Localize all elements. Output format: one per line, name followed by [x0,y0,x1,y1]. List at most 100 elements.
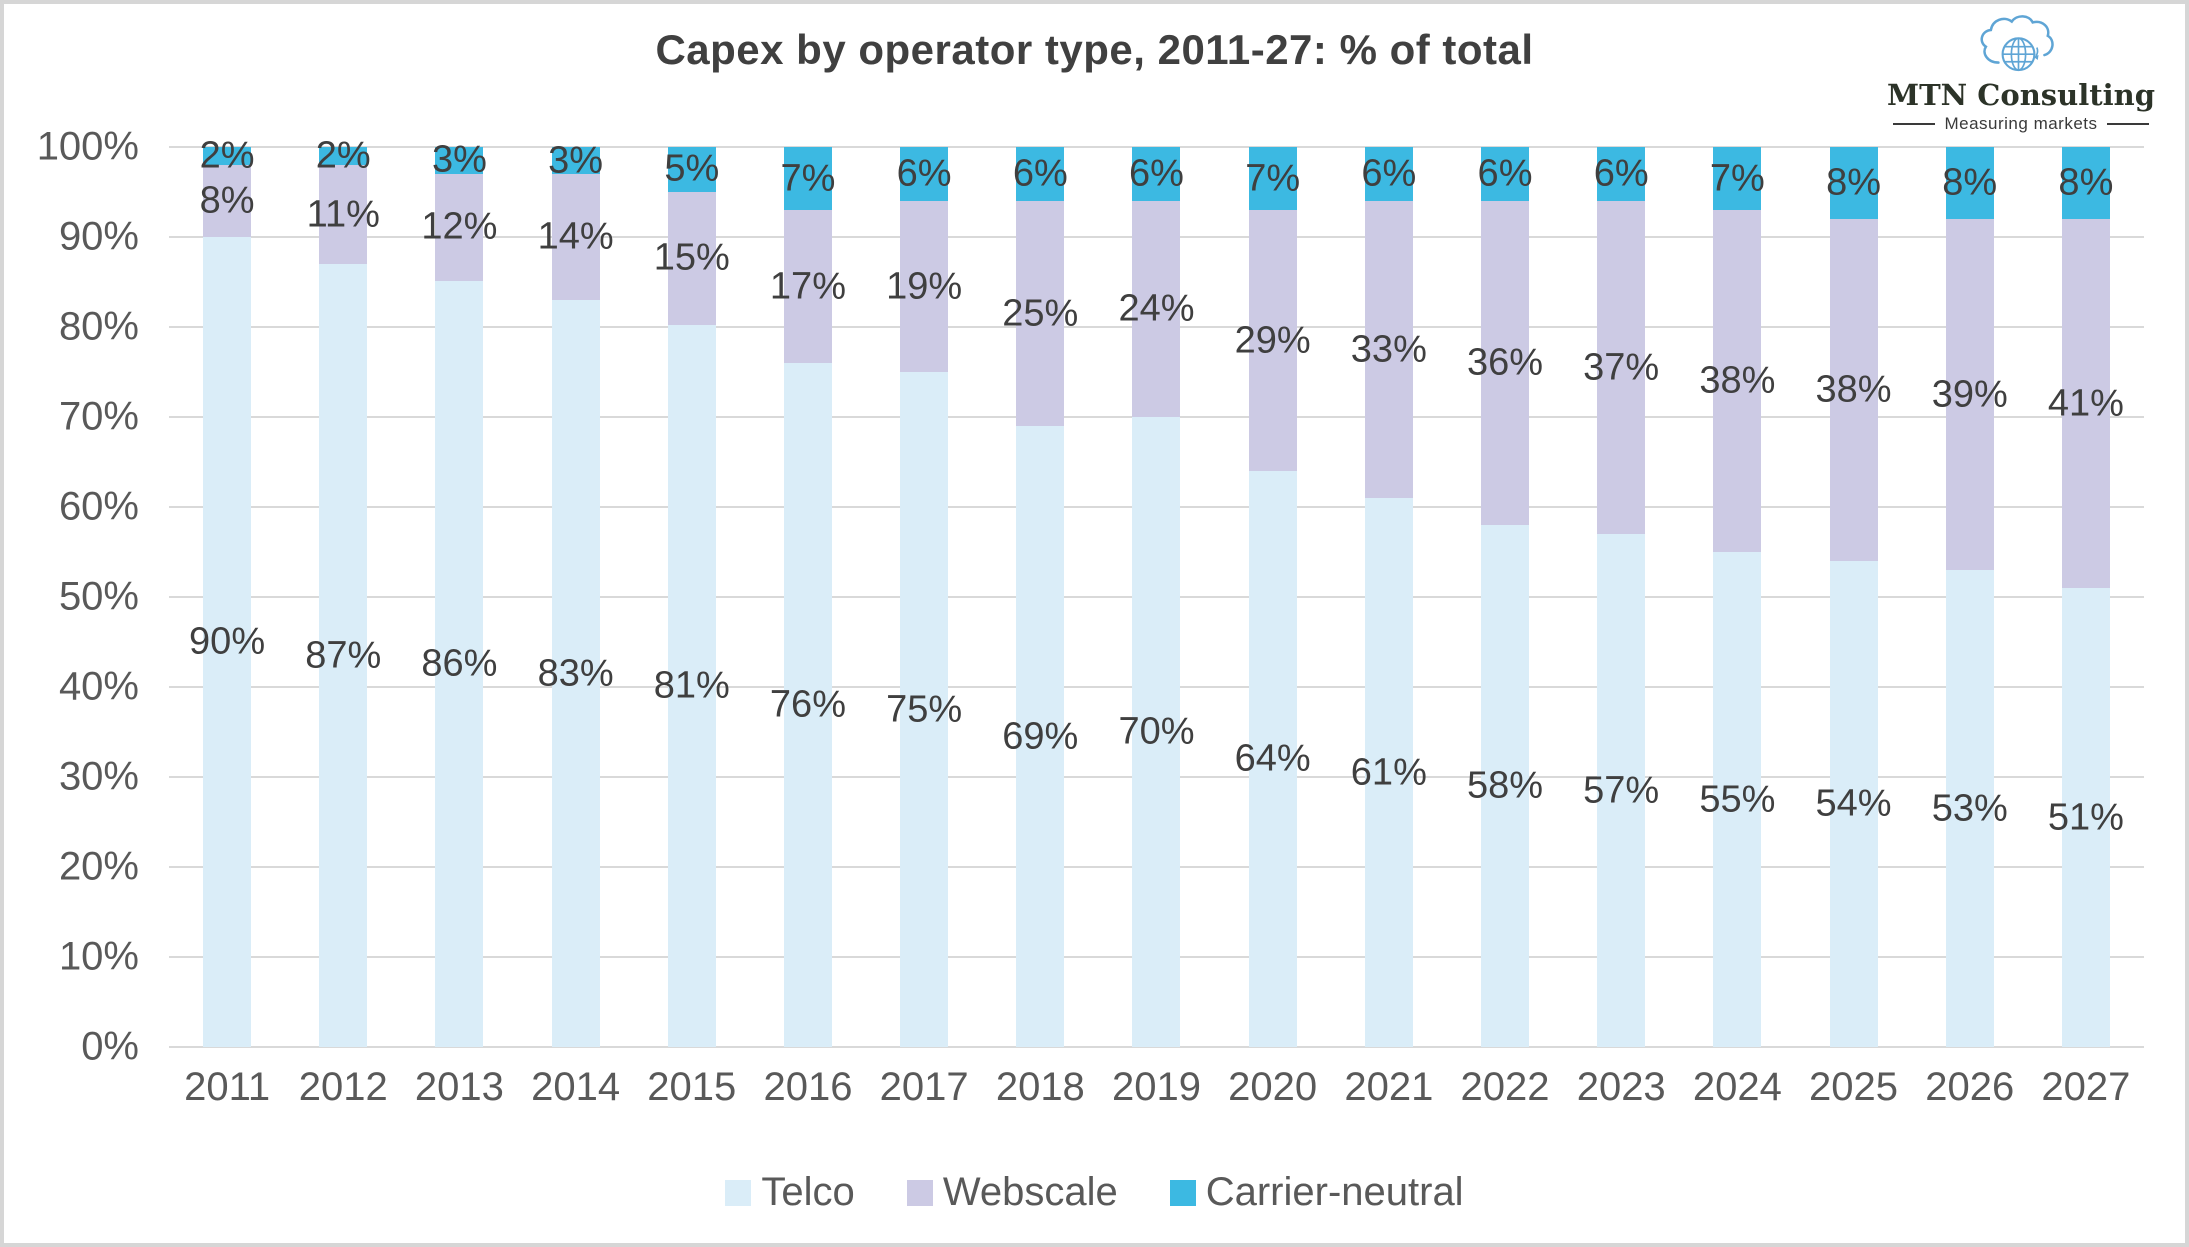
bar-segment-webscale-2017 [900,201,949,372]
y-axis-tick-100%: 100% [36,124,139,169]
bar-segment-carrier-neutral-2017 [900,147,949,201]
bar-group-2015: 81% 15% 5% 2015 [634,147,750,1109]
bar-group-2022: 58% 36% 6% 2022 [1447,147,1563,1109]
legend-label-telco: Telco [761,1170,855,1214]
bar-segment-carrier-neutral-2027 [2061,147,2110,219]
tagline-rule-right [2106,123,2149,126]
data-label-webscale-2019: 24% [1118,287,1195,330]
data-label-telco-2014: 83% [537,652,614,694]
data-label-telco-2022: 58% [1466,764,1544,807]
data-label-carrier-neutral-2023: 6% [1593,152,1649,195]
bar-segment-telco-2013 [435,280,484,1047]
x-axis-label-2015: 2015 [647,1065,737,1109]
x-axis-label-2019: 2019 [1111,1065,1201,1109]
data-label-carrier-neutral-2014: 3% [548,139,604,181]
legend-label-carrier-neutral: Carrier-neutral [1205,1170,1464,1214]
bar-segment-webscale-2020 [1248,210,1297,471]
bar-segment-webscale-2013 [435,173,484,281]
data-label-carrier-neutral-2026: 8% [1942,161,1998,204]
bar-segment-telco-2019 [1132,417,1181,1047]
bar-group-2023: 57% 37% 6% 2023 [1563,147,1679,1109]
legend-swatch-telco [725,1179,752,1206]
y-axis-tick-0%: 0% [81,1024,139,1069]
data-label-carrier-neutral-2018: 6% [1012,152,1068,195]
bar-group-2013: 86% 12% 3% 2013 [401,139,517,1109]
x-axis-label-2027: 2027 [2041,1065,2131,1109]
data-label-webscale-2017: 19% [886,265,963,307]
x-axis-label-2023: 2023 [1576,1065,1666,1109]
data-label-carrier-neutral-2015: 5% [664,147,720,190]
logo-name: MTN Consulting [1887,78,2155,112]
x-axis-label-2020: 2020 [1228,1065,1318,1109]
bar-segment-webscale-2012 [319,165,368,264]
data-label-webscale-2015: 15% [653,236,730,279]
data-label-telco-2020: 64% [1234,737,1311,780]
data-label-carrier-neutral-2022: 6% [1477,152,1533,195]
data-label-telco-2024: 55% [1699,778,1776,820]
bar-segment-carrier-neutral-2015 [667,147,716,192]
bar-segment-telco-2012 [319,264,368,1047]
data-label-telco-2025: 54% [1815,782,1892,825]
data-label-telco-2016: 76% [769,683,846,726]
y-axis-tick-80%: 80% [58,304,139,349]
x-axis-label-2011: 2011 [184,1065,271,1109]
y-axis-tick-40%: 40% [58,664,139,709]
bar-segment-webscale-2021 [1364,201,1413,498]
bar-group-2027: 51% 41% 8% 2027 [2028,147,2144,1109]
bar-segment-webscale-2019 [1132,201,1181,417]
legend-label-webscale: Webscale [942,1170,1118,1214]
bar-segment-webscale-2025 [1829,219,1878,561]
bar-segment-carrier-neutral-2024 [1713,147,1762,210]
bar-group-2012: 87% 11% 2% 2012 [285,135,401,1110]
mtn-consulting-logo: MTN Consulting Measuring markets [1887,10,2155,134]
x-axis-label-2026: 2026 [1925,1065,2015,1109]
bar-group-2024: 55% 38% 7% 2024 [1679,147,1795,1109]
x-axis-label-2014: 2014 [531,1065,621,1109]
bar-segment-telco-2014 [551,300,600,1047]
tagline-rule-left [1893,123,1936,126]
y-axis-tick-10%: 10% [58,934,139,979]
data-label-carrier-neutral-2016: 7% [780,157,836,199]
data-label-webscale-2024: 38% [1699,359,1776,402]
bar-segment-carrier-neutral-2011 [203,147,252,165]
bar-group-2014: 83% 14% 3% 2014 [518,139,634,1109]
bar-segment-telco-2021 [1364,498,1413,1047]
data-label-webscale-2018: 25% [1002,292,1079,334]
data-label-webscale-2016: 17% [769,265,846,307]
logo-tagline: Measuring markets [1893,114,2149,134]
gridline-0% [169,1046,2144,1048]
x-axis-label-2012: 2012 [298,1065,388,1109]
bar-segment-telco-2017 [900,372,949,1047]
bar-group-2019: 70% 24% 6% 2019 [1098,147,1214,1109]
data-label-webscale-2020: 29% [1234,319,1311,361]
x-axis-label-2022: 2022 [1460,1065,1550,1109]
bar-segment-carrier-neutral-2018 [1016,147,1065,201]
bar-group-2020: 64% 29% 7% 2020 [1215,147,1331,1109]
data-label-webscale-2011: 8% [199,179,255,222]
data-label-webscale-2026: 39% [1931,373,2008,415]
data-label-carrier-neutral-2025: 8% [1826,161,1882,204]
data-label-carrier-neutral-2012: 2% [315,134,371,177]
x-axis-label-2021: 2021 [1344,1065,1434,1109]
data-label-telco-2018: 69% [1002,715,1079,757]
data-label-carrier-neutral-2017: 6% [896,152,952,195]
data-label-telco-2011: 90% [189,620,266,663]
x-axis-label-2013: 2013 [414,1065,504,1109]
data-label-telco-2023: 57% [1583,769,1660,811]
data-label-carrier-neutral-2027: 8% [2058,161,2114,204]
bar-segment-telco-2026 [1945,570,1994,1047]
cloud-globe-icon [1980,15,2054,72]
data-label-telco-2012: 87% [305,634,382,676]
bar-segment-webscale-2024 [1713,210,1762,552]
bar-segment-carrier-neutral-2026 [1945,147,1994,219]
data-label-carrier-neutral-2024: 7% [1709,157,1765,199]
bar-segment-webscale-2014 [551,174,600,300]
y-axis-tick-30%: 30% [58,754,139,799]
data-label-carrier-neutral-2011: 2% [199,134,255,177]
bar-segment-telco-2020 [1248,471,1297,1047]
bar-segment-telco-2015 [667,325,716,1047]
bar-segment-carrier-neutral-2019 [1132,147,1181,201]
data-label-telco-2019: 70% [1118,710,1195,753]
bar-segment-webscale-2016 [783,210,832,363]
